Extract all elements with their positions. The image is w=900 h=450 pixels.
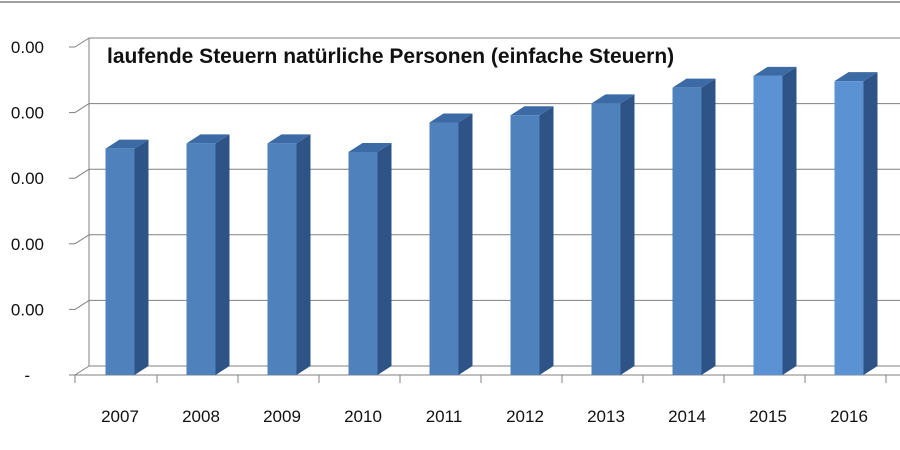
gridline-depth	[74, 365, 90, 376]
bar-top-2007	[105, 139, 149, 149]
bar-side-2014	[701, 78, 716, 375]
x-tick-label-2010: 2010	[344, 407, 382, 426]
bar-side-2010	[377, 142, 392, 375]
x-tick-label-2013: 2013	[587, 407, 625, 426]
x-tick-label-2009: 2009	[263, 407, 301, 426]
bar-side-2007	[134, 139, 149, 375]
bar-2014	[672, 87, 702, 375]
x-tick-label-2015: 2015	[749, 407, 787, 426]
bar-top-2016	[834, 72, 878, 82]
bar-top-2015	[753, 66, 797, 76]
bar-top-2008	[186, 134, 230, 144]
bar-2013	[591, 103, 621, 375]
x-axis-tick-labels: 2007 2008 2009 2010 2011 2012 2013 2014 2015 2016	[101, 407, 868, 426]
x-tick-label-2008: 2008	[182, 407, 220, 426]
y-tick-label: 0.00	[11, 235, 44, 254]
gridline-depth	[74, 37, 90, 48]
bar-side-2008	[215, 134, 230, 375]
bar-2010	[348, 151, 378, 375]
bar-top-2014	[672, 78, 716, 88]
gridline-depth	[74, 234, 90, 245]
bar-2011	[429, 122, 459, 375]
x-tick-label-2011: 2011	[426, 407, 463, 426]
bar-side-2016	[863, 72, 878, 375]
chart-frame	[0, 1, 900, 366]
bar-side-2013	[620, 94, 635, 375]
bar-2008	[186, 143, 216, 375]
gridline-depth	[74, 299, 90, 310]
y-tick-label: 0.00	[11, 38, 44, 57]
bar-series	[105, 66, 878, 375]
gridline-depth	[74, 168, 90, 179]
bar-top-2011	[429, 113, 473, 123]
bar-2009	[267, 143, 297, 375]
bar-top-2013	[591, 94, 635, 104]
bar-top-2010	[348, 142, 392, 152]
bar-2007	[105, 148, 135, 375]
chart-title: laufende Steuern natürliche Personen (ei…	[107, 45, 674, 68]
bar-top-2009	[267, 134, 311, 144]
y-tick-label: -	[24, 366, 30, 385]
bar-side-2011	[458, 113, 473, 375]
y-tick-label: 0.00	[11, 169, 44, 188]
x-tick-label-2007: 2007	[101, 407, 139, 426]
bar-2016	[834, 81, 864, 375]
bar-side-2012	[539, 106, 554, 375]
y-tick-label: 0.00	[11, 300, 44, 319]
y-axis-tick-labels: - 0.00 0.00 0.00 0.00 0.00	[11, 38, 44, 385]
bar-side-2015	[782, 66, 797, 375]
x-tick-label-2016: 2016	[830, 407, 868, 426]
gridline-depth	[74, 103, 90, 114]
x-tick-label-2012: 2012	[506, 407, 544, 426]
bar-2015	[753, 75, 783, 375]
bar-side-2009	[296, 134, 311, 375]
bar-top-2012	[510, 106, 554, 116]
x-tick-label-2014: 2014	[668, 407, 706, 426]
bar-2012	[510, 115, 540, 375]
y-tick-label: 0.00	[11, 104, 44, 123]
